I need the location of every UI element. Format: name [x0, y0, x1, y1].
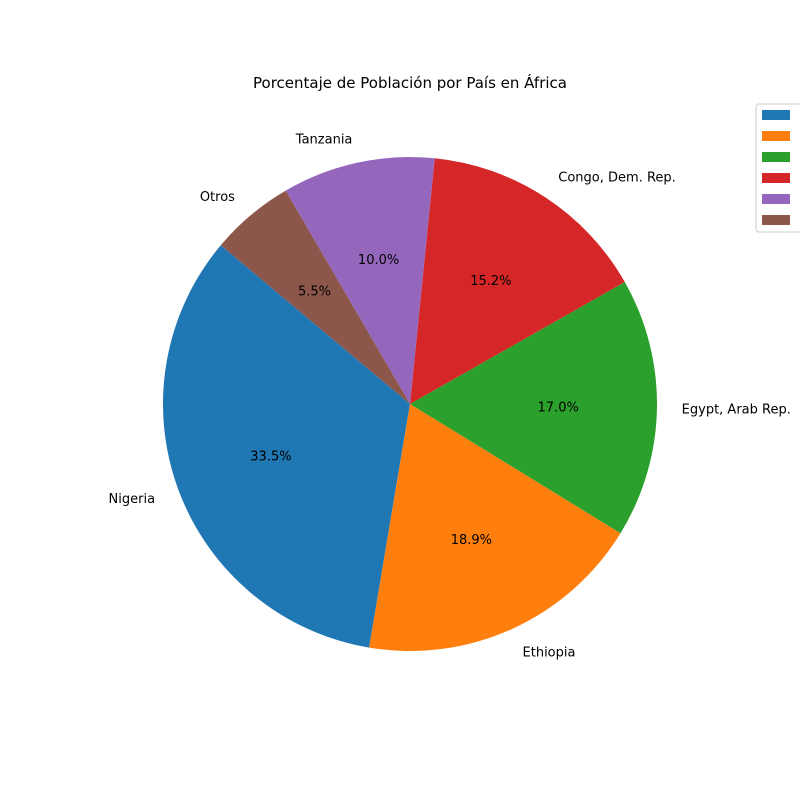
pie-slice-2 — [369, 404, 621, 651]
slice-category-label: Nigeria — [109, 492, 156, 507]
slice-category-label: Tanzania — [295, 132, 353, 147]
legend-swatch-3 — [762, 152, 790, 162]
slice-percent-label: 5.5% — [298, 285, 331, 300]
pie-slice-3 — [410, 282, 657, 534]
slice-percent-label: 15.2% — [470, 274, 511, 289]
slice-percent-label: 10.0% — [358, 253, 399, 268]
pie-slice-4 — [410, 158, 625, 404]
legend-swatch-6 — [762, 215, 790, 225]
chart-title: Porcentaje de Población por País en Áfri… — [253, 73, 567, 92]
slice-percent-label: 18.9% — [451, 533, 492, 548]
slice-category-label: Congo, Dem. Rep. — [558, 170, 676, 185]
slice-percent-label: 17.0% — [538, 401, 579, 416]
legend-swatch-5 — [762, 194, 790, 204]
pie-labels: 33.5% Nigeria 18.9% Ethiopia 17.0% Egypt, Ara… — [109, 132, 791, 660]
legend-swatch-2 — [762, 131, 790, 141]
pie-slice-1 — [163, 245, 410, 648]
slice-percent-label: 33.5% — [250, 449, 291, 464]
legend-frame — [755, 103, 800, 233]
legend — [755, 103, 800, 233]
slice-category-label: Egypt, Arab Rep. — [682, 403, 791, 418]
pie-slice-6 — [220, 190, 410, 404]
slice-category-label: Otros — [200, 190, 235, 205]
legend-swatch-4 — [762, 173, 790, 183]
legend-swatch-1 — [762, 110, 790, 120]
pie-slice-5 — [285, 157, 435, 404]
slice-category-label: Ethiopia — [523, 645, 576, 660]
pie-slices — [163, 157, 657, 651]
